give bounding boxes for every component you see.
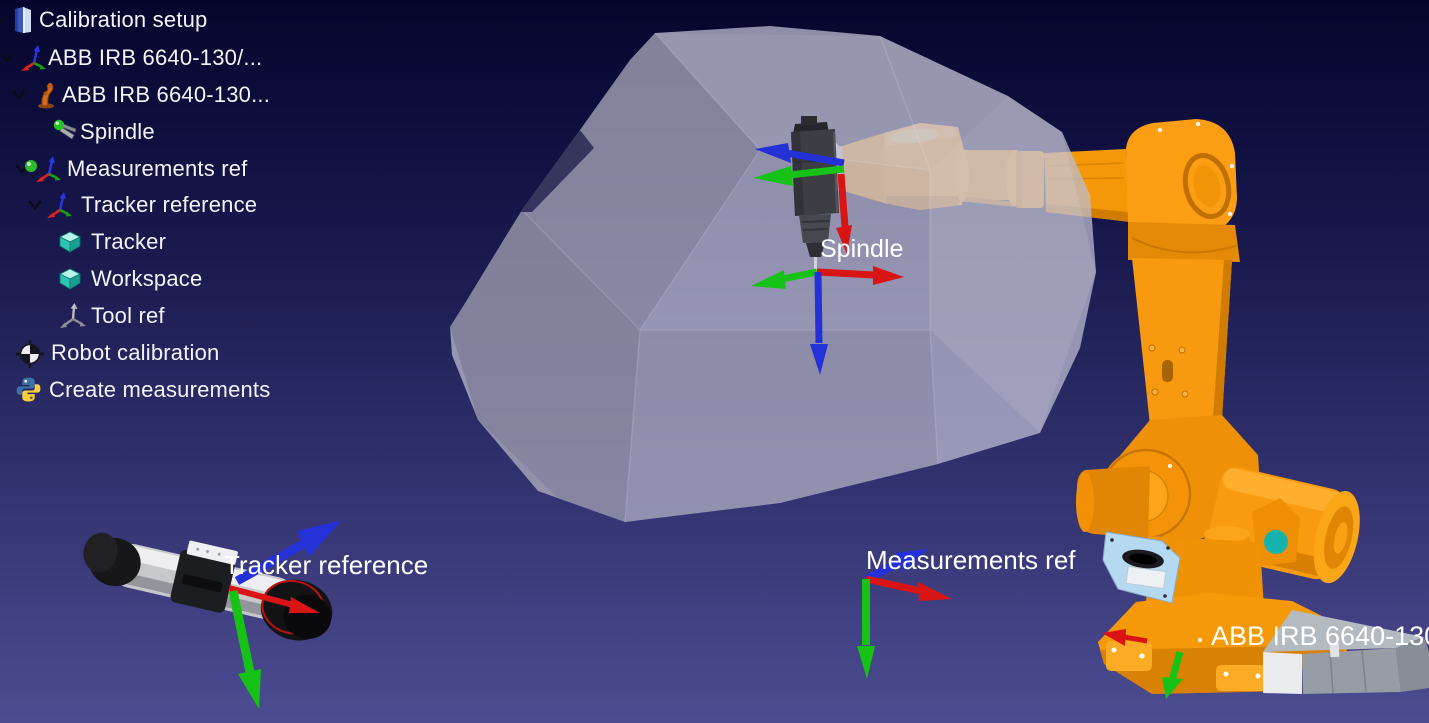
- tree-item-label: Create measurements: [49, 377, 271, 402]
- tracker-device[interactable]: [74, 518, 341, 648]
- tcp-frame-axes: [751, 266, 904, 375]
- tree-item-label: Tool ref: [91, 303, 165, 328]
- reference-frame-ball-icon: [25, 156, 61, 182]
- tree-item-measurements-ref[interactable]: Measurements ref: [0, 154, 460, 184]
- tree-item-label: Robot calibration: [51, 340, 220, 365]
- label-tracker-reference: Tracker reference: [224, 550, 429, 580]
- station-icon: [15, 7, 31, 33]
- controller-box[interactable]: [1263, 610, 1429, 694]
- label-robot: ABB IRB 6640-130: [1211, 621, 1429, 651]
- chevron-down-icon[interactable]: [12, 90, 26, 102]
- tree-item-label: ABB IRB 6640-130/...: [48, 45, 263, 70]
- chevron-down-icon[interactable]: [28, 200, 42, 212]
- label-spindle: Spindle: [820, 235, 904, 263]
- reference-frame-icon: [21, 45, 46, 71]
- python-script-icon: [16, 377, 41, 402]
- robot-base-frame-axes: [1102, 629, 1184, 699]
- tree-item-label: Workspace: [91, 266, 203, 291]
- measurements-ref-frame-axes: [857, 549, 952, 679]
- label-measurements-ref: Measurements ref: [866, 545, 1076, 575]
- tracker-frame-axes: [228, 520, 342, 709]
- tree-item-label: Tracker: [91, 229, 167, 254]
- object-cube-icon: [59, 231, 81, 253]
- tree-item-calibration-setup[interactable]: Calibration setup: [0, 5, 460, 35]
- tree-item-label: Spindle: [80, 119, 155, 144]
- tree-item-label: Calibration setup: [39, 7, 208, 32]
- calibration-target-icon: [16, 340, 44, 368]
- tree-item-robot-calibration[interactable]: Robot calibration: [0, 338, 460, 368]
- tree-item-label: Tracker reference: [81, 192, 258, 217]
- workspace-volume[interactable]: [450, 26, 1096, 522]
- station-tree: Calibration setup ABB IRB 6640-130/... A…: [0, 0, 460, 420]
- object-cube-icon: [59, 268, 81, 290]
- tree-item-robot-base-frame[interactable]: ABB IRB 6640-130/...: [0, 43, 460, 73]
- tree-item-robot[interactable]: ABB IRB 6640-130...: [0, 80, 460, 110]
- tree-item-tool-ref[interactable]: Tool ref: [0, 301, 460, 331]
- tree-item-tracker[interactable]: Tracker: [0, 227, 460, 257]
- chevron-down-icon[interactable]: [0, 15, 6, 27]
- tree-item-label: Measurements ref: [67, 156, 248, 181]
- tree-item-spindle[interactable]: Spindle: [0, 117, 460, 147]
- reference-frame-gray-icon: [60, 303, 86, 328]
- chevron-down-icon[interactable]: [0, 53, 14, 65]
- tree-item-create-measurements[interactable]: Create measurements: [0, 375, 460, 405]
- tree-item-label: ABB IRB 6640-130...: [62, 82, 271, 107]
- flange-frame-axes: [753, 143, 852, 254]
- tool-icon: [53, 119, 77, 140]
- reference-frame-icon: [47, 192, 72, 218]
- robot-icon: [38, 83, 54, 109]
- tree-item-workspace[interactable]: Workspace: [0, 264, 460, 294]
- tree-item-tracker-reference[interactable]: Tracker reference: [0, 190, 460, 220]
- chevron-down-icon[interactable]: [15, 164, 29, 176]
